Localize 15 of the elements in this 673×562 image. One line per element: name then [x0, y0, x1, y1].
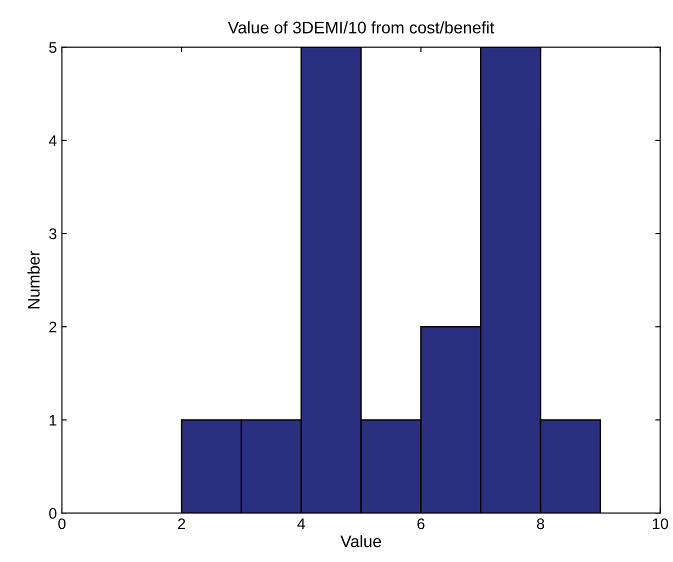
y-tick-label: 2	[49, 322, 56, 332]
x-tick-label: 10	[652, 518, 668, 530]
x-tick-label: 6	[417, 518, 424, 530]
x-tick-label: 8	[536, 518, 544, 530]
chart-title: Value of 3DEMI/10 from cost/benefit	[228, 21, 494, 34]
y-tick-label: 3	[49, 228, 56, 240]
y-tick-label: 0	[49, 508, 56, 519]
y-axis-title: Number	[27, 250, 40, 308]
x-tick-label: 2	[178, 518, 186, 530]
x-tick-label: 4	[297, 518, 306, 530]
x-tick-label: 0	[58, 518, 66, 530]
y-tick-label: 5	[49, 42, 56, 53]
y-tick-label: 1	[50, 414, 56, 426]
y-tick-label: 4	[48, 135, 57, 146]
x-axis-title: Value	[340, 534, 382, 548]
